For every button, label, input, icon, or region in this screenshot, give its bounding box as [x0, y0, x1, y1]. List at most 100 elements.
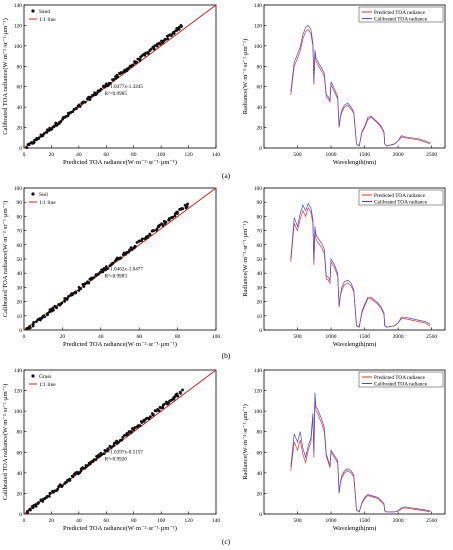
scatter-point [148, 232, 152, 236]
spectrum-ytick-label: 100 [254, 409, 263, 415]
scatter-point [71, 475, 75, 479]
fit-equation: y=1.0397x-0.5157 [105, 450, 144, 456]
scatter-point [146, 234, 150, 238]
legend-label-line: 1:1 line [39, 17, 56, 23]
spectrum-frame [263, 4, 446, 149]
scatter-point [147, 52, 150, 56]
scatter-point [59, 120, 63, 123]
spectrum-xtick-label: 2000 [393, 334, 404, 340]
scatter-xtick-label: 40 [76, 152, 82, 158]
spectrum-xtick-label: 500 [293, 334, 302, 340]
spectrum-ytick-label: 40 [257, 105, 263, 111]
scatter-point [161, 406, 165, 409]
panel-label: (b) [222, 351, 231, 360]
scatter-xtick-label: 40 [98, 334, 104, 340]
spectrum-frame [263, 369, 446, 515]
scatter-point [78, 287, 82, 291]
scatter-point [89, 95, 93, 99]
spectrum-xlabel: Wavelength(nm) [333, 159, 377, 166]
scatter-ytick-label: 0 [19, 512, 22, 518]
fit-equation: y=1.0462x-1.0477 [105, 266, 144, 272]
scatter-point [155, 227, 159, 231]
scatter-point [87, 281, 91, 285]
scatter-point [176, 394, 180, 398]
spectrum-ytick-label: 0 [259, 328, 262, 334]
fit-r-squared: R²=0.9920 [105, 457, 128, 463]
scatter-point [32, 320, 36, 324]
scatter-point [147, 417, 151, 421]
scatter-point [129, 431, 133, 435]
spectrum-ytick-label: 90 [257, 200, 263, 206]
scatter-xtick-label: 100 [212, 334, 221, 340]
spectrum-ytick-label: 20 [257, 491, 263, 497]
scatter-ytick-label: 0 [19, 328, 22, 334]
scatter-xtick-label: 0 [23, 334, 26, 340]
legend-label-predicted: Predicted TOA radiance [374, 193, 426, 199]
scatter-point [152, 229, 156, 232]
legend-marker-points [31, 192, 35, 196]
scatter-point [86, 464, 90, 467]
scatter-xtick-label: 140 [212, 152, 221, 158]
scatter-point [163, 38, 167, 42]
spectrum-ytick-label: 30 [257, 285, 263, 291]
legend-label-predicted: Predicted TOA radiance [374, 375, 426, 381]
scatter-xtick-label: 40 [76, 518, 82, 524]
spectrum-ytick-label: 20 [257, 126, 263, 132]
spectrum-xtick-label: 1500 [359, 334, 370, 340]
scatter-point [183, 203, 187, 207]
scatter-ytick-label: 60 [17, 243, 23, 249]
scatter-xtick-label: 20 [49, 518, 55, 524]
scatter-point [131, 63, 135, 67]
scatter-point [34, 504, 38, 508]
scatter-point [26, 511, 29, 514]
scatter-point [88, 98, 92, 102]
scatter-ytick-label: 80 [17, 214, 23, 220]
series-line-calibrated [290, 202, 431, 328]
spectrum-ytick-label: 60 [257, 243, 263, 249]
scatter-frame [23, 369, 217, 515]
scatter-ylabel: Calibrated TOA radiance(W·m⁻²·sr⁻¹·μm⁻¹) [2, 384, 9, 501]
spectrum-xtick-label: 1000 [326, 334, 337, 340]
scatter-point [175, 392, 179, 396]
spectrum-ytick-label: 0 [259, 146, 262, 152]
scatter-point [116, 75, 120, 79]
scatter-point [102, 452, 106, 456]
scatter-ytick-label: 30 [17, 285, 23, 291]
scatter-point [176, 212, 179, 215]
scatter-ytick-label: 120 [14, 389, 23, 395]
scatter-xlabel: Predicted TOA radiance(W·m⁻²·sr⁻¹·μm⁻¹) [63, 525, 177, 532]
scatter-point [140, 421, 144, 424]
scatter-point [106, 447, 110, 451]
scatter-ytick-label: 90 [17, 200, 23, 206]
scatter-point [117, 440, 120, 444]
spectrum-ytick-label: 0 [259, 512, 262, 518]
spectrum-ytick-label: 40 [257, 471, 263, 477]
scatter-point [155, 44, 159, 48]
scatter-point [164, 220, 168, 224]
scatter-ylabel: Calibrated TOA radiance(W·m⁻²·sr⁻¹·μm⁻¹) [2, 18, 9, 135]
spectrum-ytick-label: 120 [254, 23, 263, 29]
scatter-point [177, 25, 181, 29]
scatter-ytick-label: 10 [17, 314, 23, 320]
spectrum-xtick-label: 500 [293, 152, 302, 158]
scatter-point [158, 223, 162, 227]
spectrum-xtick-label: 1500 [359, 152, 370, 158]
spectrum-panel-a: 500 1000 1500 2000 2500 0 20 40 60 80 100 120 140 Wav… [242, 3, 446, 166]
scatter-point [67, 112, 71, 116]
scatter-xtick-label: 80 [175, 334, 181, 340]
scatter-point [29, 508, 32, 512]
scatter-ytick-label: 120 [14, 23, 23, 29]
scatter-point [185, 205, 189, 208]
scatter-point [31, 506, 35, 510]
scatter-ytick-label: 100 [14, 44, 23, 50]
scatter-point [170, 34, 173, 38]
scatter-ytick-label: 50 [17, 257, 23, 263]
scatter-point [78, 105, 82, 108]
scatter-point [65, 298, 69, 301]
scatter-point [161, 224, 165, 228]
legend-box [358, 189, 444, 206]
scatter-point [94, 458, 98, 461]
scatter-ytick-label: 100 [14, 409, 23, 415]
spectrum-ytick-label: 50 [257, 257, 263, 263]
scatter-point [92, 276, 96, 280]
